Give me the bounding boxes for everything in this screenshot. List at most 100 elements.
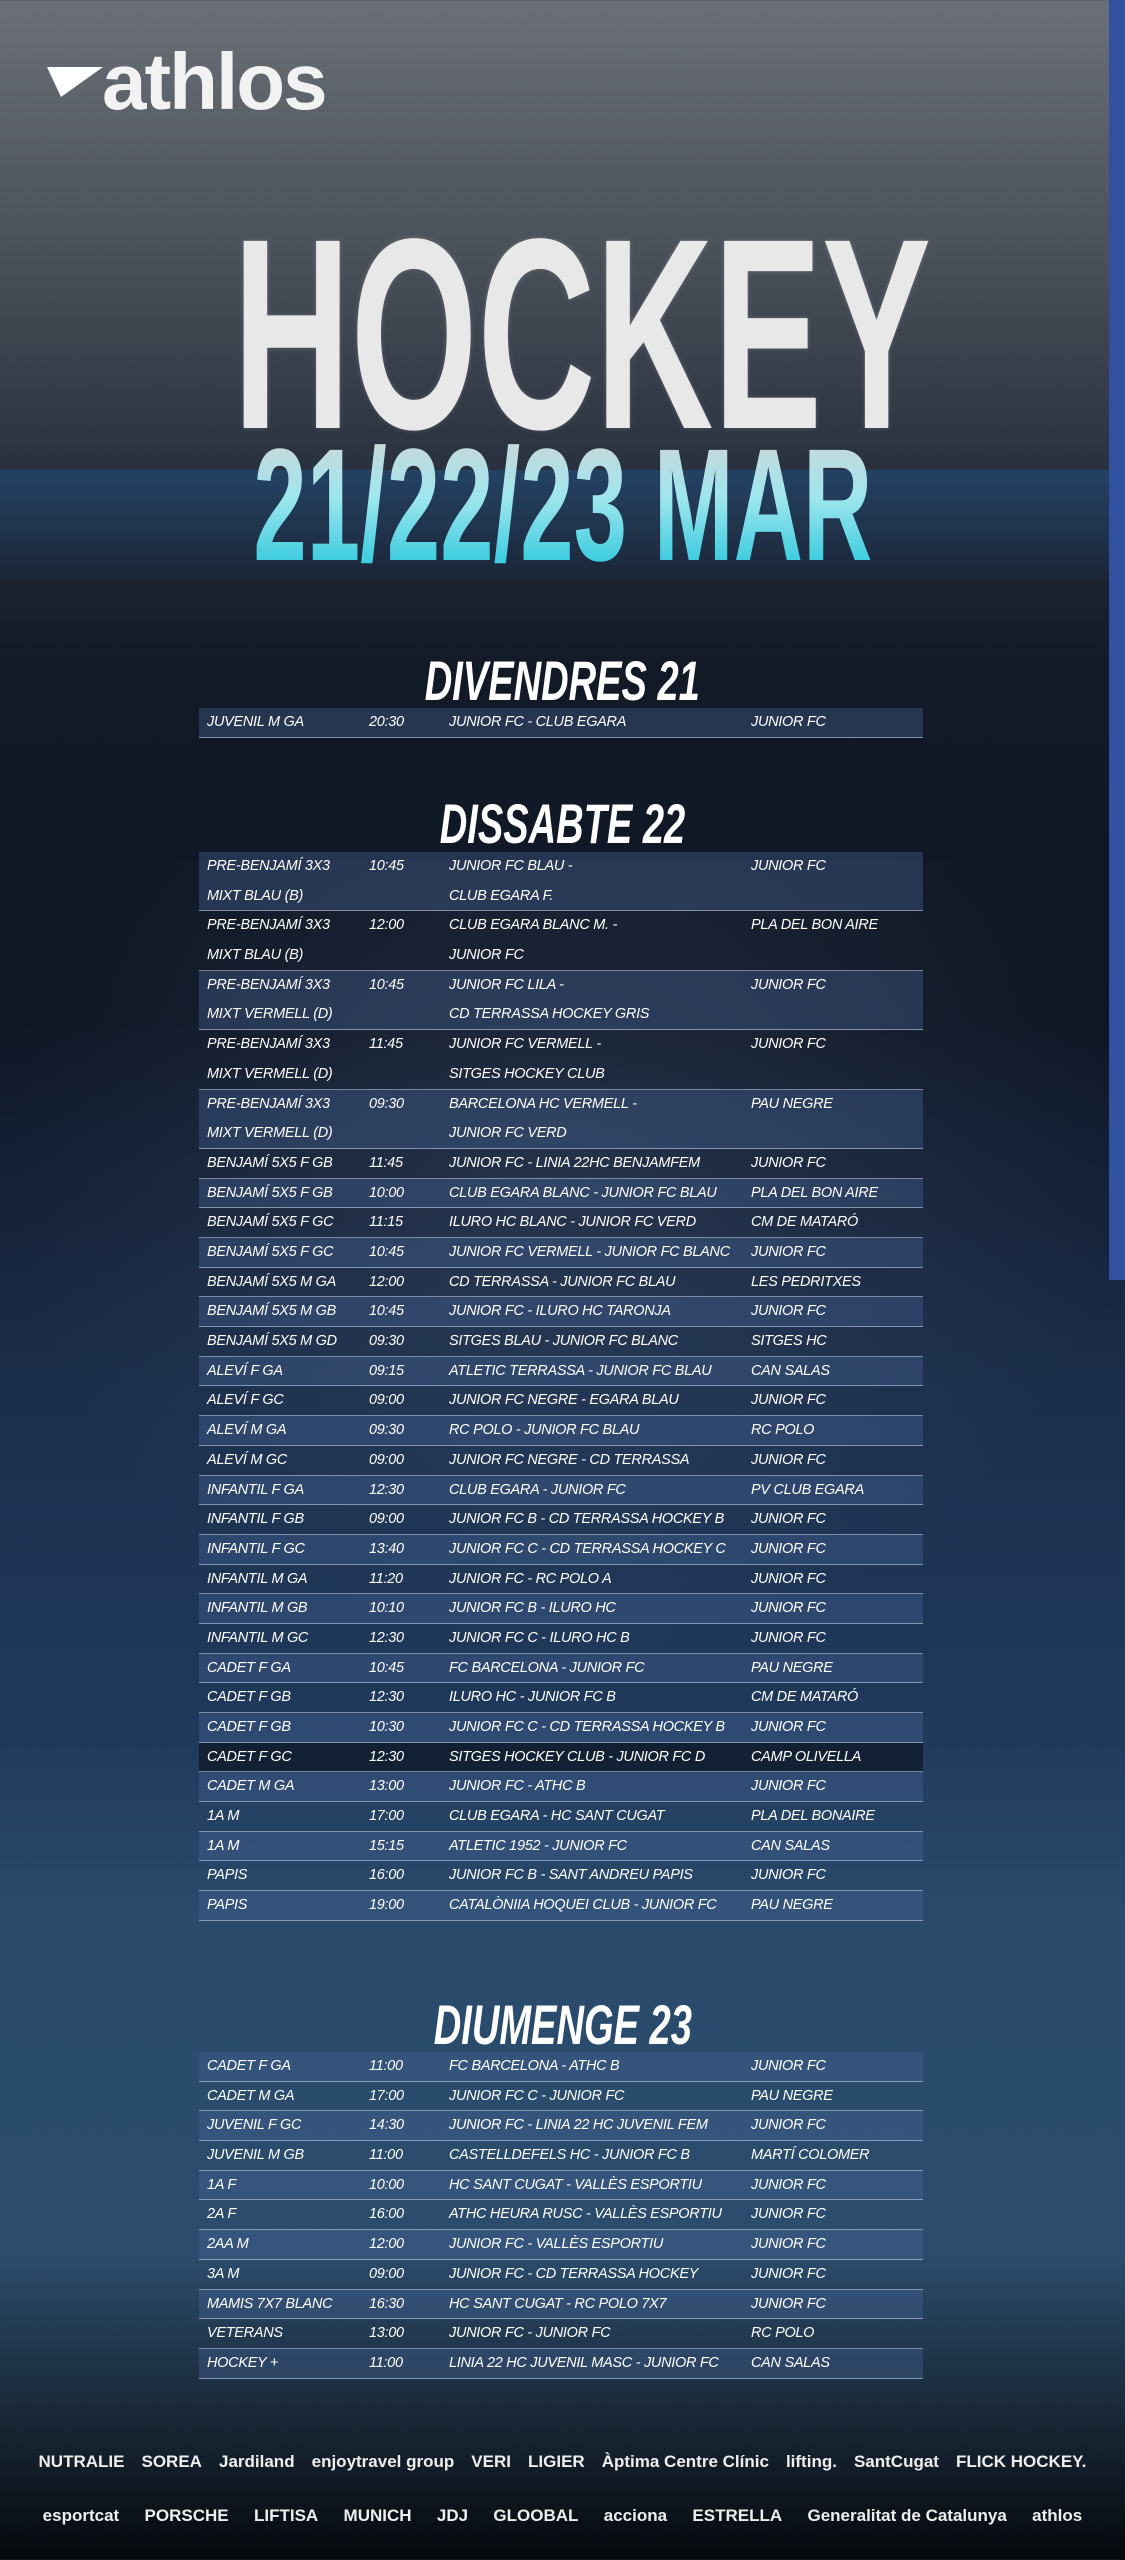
venue-cell: CAMP OLIVELLA (751, 1748, 861, 1765)
match-cell: CD TERRASSA - JUNIOR FC BLAU (449, 1273, 676, 1290)
table-row: PRE-BENJAMÍ 3X3 MIXT VERMELL (D) 11:45 JUNI… (199, 1030, 923, 1090)
time-cell: 13:40 (369, 1540, 404, 1557)
sponsor-logo: VERI (471, 2452, 511, 2471)
match-cell: HC SANT CUGAT - VALLÈS ESPORTIU (449, 2176, 702, 2193)
venue-cell: CM DE MATARÓ (751, 1214, 859, 1231)
venue-cell: JUNIOR FC (751, 2295, 826, 2312)
accent-strip (1109, 0, 1125, 1280)
sponsor-logo: acciona (603, 2506, 668, 2525)
venue-cell: JUNIOR FC (751, 1719, 826, 1736)
match-cell: ATLETIC TERRASSA - JUNIOR FC BLAU (449, 1362, 712, 1379)
match-cell: CLUB EGARA BLANC M. - (449, 917, 618, 934)
table-row: BENJAMÍ 5X5 M GA 12:00 CD TERRASSA - JUNIO… (199, 1268, 923, 1298)
venue-cell: JUNIOR FC (751, 714, 826, 730)
venue-cell: JUNIOR FC (751, 1451, 826, 1468)
sponsor-logo: Àptima Centre Clínic (601, 2452, 769, 2471)
match-cell: JUNIOR FC - ILURO HC TARONJA (449, 1303, 671, 1320)
match-cell: FC BARCELONA - JUNIOR FC (449, 1659, 645, 1676)
table-row: INFANTIL F GA 12:30 CLUB EGARA - JUNIOR FC… (199, 1475, 923, 1506)
match-cell: JUNIOR FC C - CD TERRASSA HOCKEY B (449, 1719, 725, 1736)
sponsor-logo: ESTRELLA (692, 2506, 783, 2525)
match-cell: JUNIOR FC - CLUB EGARA (449, 714, 627, 730)
category-cell: ALEVÍ F GC (207, 1392, 284, 1409)
time-cell: 13:00 (369, 1778, 404, 1795)
sponsor-logo: LIGIER (528, 2452, 585, 2471)
venue-cell: PAU NEGRE (751, 2087, 833, 2104)
match-cell: HC SANT CUGAT - RC POLO 7X7 (449, 2295, 667, 2312)
category-cell: MIXT BLAU (B) (207, 887, 304, 904)
venue-cell: JUNIOR FC (751, 2058, 826, 2074)
day-heading-sunday: DIUMENGE 23 (0, 1997, 1125, 2053)
venue-cell: PAU NEGRE (751, 1659, 833, 1676)
venue-cell: CAN SALAS (751, 1837, 830, 1854)
sponsor-logo: SOREA (141, 2452, 202, 2471)
day-title: DISSABTE 22 (439, 792, 686, 855)
match-cell: JUNIOR FC - LINIA 22HC BENJAMFEM (449, 1154, 700, 1171)
venue-cell: JUNIOR FC (751, 1540, 826, 1557)
category-cell: CADET F GC (207, 1748, 292, 1765)
table-row: ALEVÍ M GC 09:00 JUNIOR FC NEGRE - CD TERR… (199, 1446, 923, 1476)
category-cell: HOCKEY + (207, 2354, 279, 2371)
category-cell: MIXT VERMELL (D) (207, 1006, 333, 1023)
venue-cell: JUNIOR FC (751, 1867, 826, 1884)
time-cell: 20:30 (369, 714, 404, 730)
time-cell: 09:00 (369, 2265, 404, 2282)
time-cell: 12:30 (369, 1689, 404, 1706)
category-cell: PAPIS (207, 1867, 248, 1884)
time-cell: 10:45 (369, 1244, 404, 1261)
sponsor-logo: NUTRALIE (38, 2452, 125, 2471)
category-cell: INFANTIL F GA (207, 1481, 304, 1498)
table-row: BENJAMÍ 5X5 F GC 11:15 ILURO HC BLANC - JU… (199, 1208, 923, 1239)
match-cell: BARCELONA HC VERMELL - (449, 1095, 637, 1112)
category-cell: BENJAMÍ 5X5 M GA (207, 1273, 336, 1290)
table-row: CADET F GB 12:30 ILURO HC - JUNIOR FC B CM … (199, 1683, 923, 1714)
venue-cell: PAU NEGRE (751, 1897, 833, 1914)
match-cell: CLUB EGARA - JUNIOR FC (449, 1481, 626, 1498)
category-cell: MAMIS 7X7 BLANC (207, 2295, 333, 2312)
venue-cell: JUNIOR FC (751, 2117, 826, 2134)
match-cell: JUNIOR FC - JUNIOR FC (449, 2325, 611, 2342)
time-cell: 13:00 (369, 2325, 404, 2342)
category-cell: PAPIS (207, 1897, 248, 1914)
time-cell: 10:45 (369, 1303, 404, 1320)
time-cell: 09:30 (369, 1333, 404, 1350)
table-row: CADET F GA 11:00 FC BARCELONA - ATHC B JUNI… (199, 2052, 923, 2082)
day-title: DIUMENGE 23 (433, 1993, 692, 2056)
time-cell: 11:45 (369, 1036, 403, 1053)
venue-cell: PLA DEL BONAIRE (751, 1808, 875, 1825)
time-cell: 10:00 (369, 2176, 404, 2193)
match-cell: JUNIOR FC VERD (449, 1125, 567, 1142)
event-dates: 21/22/23 MAR (0, 425, 1125, 585)
category-cell: INFANTIL M GA (207, 1570, 308, 1587)
category-cell: CADET F GB (207, 1689, 291, 1706)
sponsor-logo: FLICK HOCKEY. (956, 2452, 1087, 2471)
table-row: INFANTIL M GB 10:10 JUNIOR FC B - ILURO HC… (199, 1594, 923, 1624)
table-row: PRE-BENJAMÍ 3X3 MIXT VERMELL (D) 10:45 JUNI… (199, 970, 923, 1031)
venue-cell: JUNIOR FC (751, 1154, 826, 1171)
match-cell: JUNIOR FC BLAU - (449, 858, 573, 874)
table-row: INFANTIL M GA 11:20 JUNIOR FC - RC POLO A J… (199, 1565, 923, 1595)
time-cell: 17:00 (369, 1808, 404, 1825)
venue-cell: JUNIOR FC (751, 1511, 826, 1528)
match-cell: SITGES HOCKEY CLUB - JUNIOR FC D (449, 1748, 706, 1765)
match-cell: JUNIOR FC - LINIA 22 HC JUVENIL FEM (449, 2117, 708, 2134)
match-cell: JUNIOR FC B - SANT ANDREU PAPIS (449, 1867, 693, 1884)
match-cell: ATHC HEURA RUSC - VALLÈS ESPORTIU (449, 2206, 722, 2223)
table-row: 1A F 10:00 HC SANT CUGAT - VALLÈS ESPORTIU… (199, 2170, 923, 2201)
sponsor-logo: esportcat (42, 2506, 120, 2525)
venue-cell: JUNIOR FC (751, 1244, 826, 1261)
venue-cell: JUNIOR FC (751, 1629, 826, 1646)
time-cell: 11:00 (369, 2058, 403, 2074)
sponsor-logo: enjoytravel group (311, 2452, 455, 2471)
table-row: PAPIS 16:00 JUNIOR FC B - SANT ANDREU PAPI… (199, 1861, 923, 1892)
category-cell: ALEVÍ M GA (207, 1422, 287, 1439)
category-cell: PRE-BENJAMÍ 3X3 (207, 1036, 330, 1053)
category-cell: VETERANS (207, 2325, 283, 2342)
time-cell: 10:45 (369, 1659, 404, 1676)
sponsor-logo: LIFTISA (253, 2506, 319, 2525)
category-cell: ALEVÍ F GA (207, 1362, 283, 1379)
venue-cell: JUNIOR FC (751, 858, 826, 874)
sponsor-logo: Generalitat de Catalunya (807, 2506, 1007, 2525)
category-cell: 2AA M (207, 2236, 249, 2253)
sponsor-logo: Jardiland (219, 2452, 295, 2471)
